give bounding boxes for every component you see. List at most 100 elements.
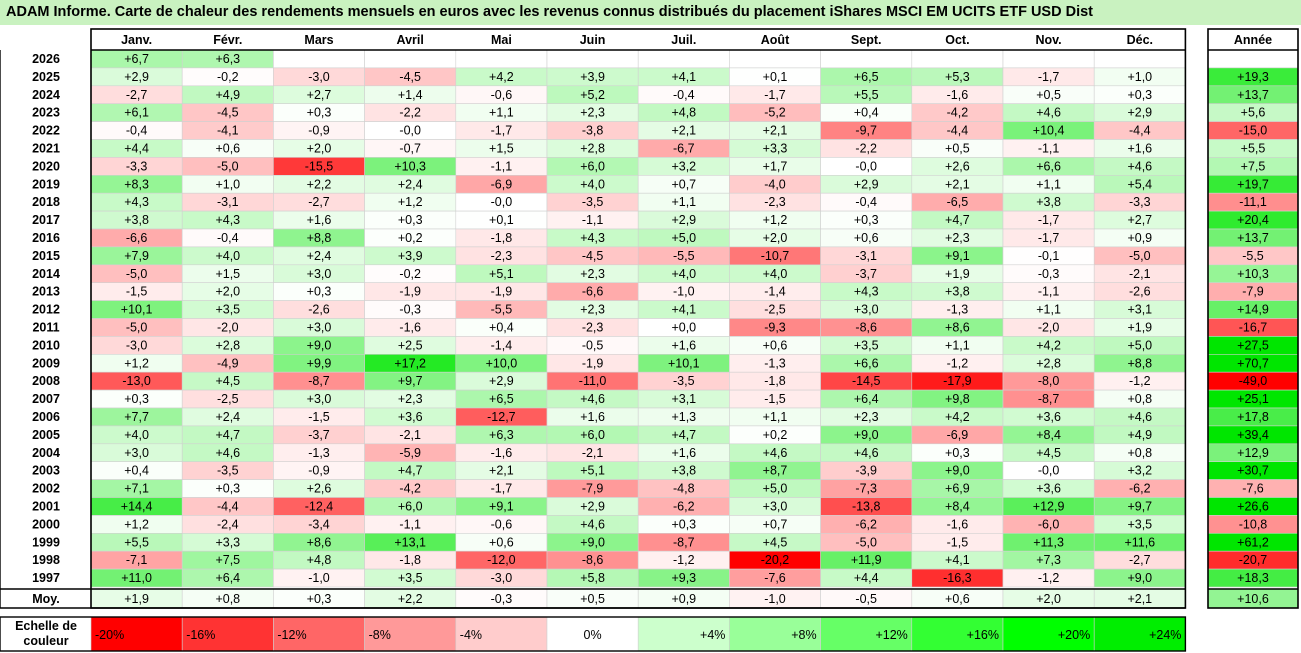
cell-value: -4,2 [947, 106, 969, 120]
scale-label-value: +8% [791, 628, 816, 642]
scale-swatch [546, 616, 639, 652]
scale-border [0, 616, 1187, 652]
cell-value: +11,9 [851, 553, 882, 567]
year-value: +5,6 [1241, 106, 1266, 120]
cell-value: +4,7 [945, 213, 970, 227]
cell-value: -1,3 [947, 303, 969, 317]
cell-value: +3,0 [307, 321, 332, 335]
cell-value: +14,4 [121, 500, 153, 514]
cell-value: +0,6 [763, 338, 788, 352]
year-value: +12,9 [1237, 446, 1269, 460]
cell-value: +3,6 [398, 410, 423, 424]
cell-value: -1,1 [491, 159, 513, 173]
row-label: 2022 [32, 124, 60, 138]
cell-value: +4,6 [580, 392, 605, 406]
cell-value: +9,0 [854, 428, 879, 442]
cell-value: +5,0 [671, 231, 696, 245]
cell-value: -1,7 [1038, 213, 1060, 227]
average-value: -1,0 [764, 592, 786, 606]
cell-value: +6,0 [580, 428, 605, 442]
cell-value: +1,4 [398, 88, 423, 102]
cell-value: +3,0 [763, 500, 788, 514]
cell-value: -4,1 [217, 124, 239, 138]
cell-value: +4,9 [1127, 428, 1152, 442]
cell-value: +8,8 [1127, 356, 1152, 370]
cell-value: -1,2 [673, 553, 695, 567]
cell-value: -4,8 [673, 482, 695, 496]
average-value: -0,3 [491, 592, 513, 606]
cell-value: -0,0 [491, 195, 513, 209]
cell-value: +5,1 [489, 267, 514, 281]
cell-value: -1,1 [1038, 285, 1060, 299]
cell-value: +1,2 [124, 517, 149, 531]
row-label: 2016 [32, 231, 60, 245]
cell-value: -1,5 [947, 535, 969, 549]
cell-value: -2,7 [126, 88, 148, 102]
row-label: 2014 [32, 267, 60, 281]
month-header: Août [761, 33, 790, 47]
month-header: Mars [304, 33, 333, 47]
cell-value: +4,7 [398, 464, 423, 478]
cell-value: +6,6 [1036, 159, 1061, 173]
cell-value: +3,8 [671, 464, 696, 478]
scale-label-value: +12% [875, 628, 907, 642]
cell-value: +2,3 [580, 267, 605, 281]
row-label: 1999 [32, 535, 60, 549]
cell-value: +4,9 [215, 88, 240, 102]
cell-value: +3,5 [215, 303, 240, 317]
cell-value: +6,4 [854, 392, 879, 406]
cell-value: +0,4 [489, 321, 514, 335]
row-label: 2000 [32, 517, 60, 531]
cell-value: -2,5 [764, 303, 786, 317]
row-label: 1997 [32, 571, 60, 585]
cell-value: -1,6 [947, 517, 969, 531]
cell-value: +5,2 [580, 88, 605, 102]
year-value: -15,0 [1239, 124, 1268, 138]
scale-swatch [911, 616, 1004, 652]
cell-value: +3,5 [1127, 517, 1152, 531]
cell-value: +1,5 [215, 267, 240, 281]
cell-value: +2,3 [580, 106, 605, 120]
month-header: Sept. [851, 33, 882, 47]
cell-value: +2,1 [763, 124, 788, 138]
cell-value: +1,9 [1127, 321, 1152, 335]
year-value: +13,7 [1237, 88, 1269, 102]
heatmap-cell [820, 49, 913, 69]
cell-value: +0,2 [398, 231, 423, 245]
cell-value: -11,0 [579, 374, 607, 388]
cell-value: -5,0 [1129, 249, 1151, 263]
cell-value: -1,3 [764, 356, 786, 370]
year-value: -11,1 [1239, 195, 1267, 209]
cell-value: -6,7 [673, 142, 695, 156]
cell-value: +4,0 [580, 177, 605, 191]
cell-value: -1,7 [491, 482, 513, 496]
cell-value: +0,7 [763, 517, 788, 531]
cell-value: +0,4 [124, 464, 149, 478]
cell-value: +1,6 [1127, 142, 1152, 156]
cell-value: +6,5 [854, 70, 879, 84]
month-header: Janv. [121, 33, 152, 47]
cell-value: +9,8 [945, 392, 970, 406]
cell-value: +2,1 [671, 124, 696, 138]
cell-value: -1,1 [582, 213, 604, 227]
cell-value: -1,9 [491, 285, 513, 299]
cell-value: +1,6 [307, 213, 332, 227]
cell-value: +9,1 [489, 500, 514, 514]
cell-value: +2,0 [307, 142, 332, 156]
cell-value: +10,1 [668, 356, 700, 370]
cell-value: +6,6 [854, 356, 879, 370]
cell-value: -2,1 [399, 428, 421, 442]
month-header: Mai [491, 33, 512, 47]
cell-value: +4,0 [215, 249, 240, 263]
cell-value: +2,8 [1036, 356, 1061, 370]
cell-value: +0,3 [307, 106, 332, 120]
cell-value: +2,9 [580, 500, 605, 514]
cell-value: +6,3 [215, 52, 240, 66]
year-value: -49,0 [1239, 374, 1268, 388]
cell-value: -3,4 [308, 517, 330, 531]
year-value: +27,5 [1237, 338, 1269, 352]
cell-value: -2,0 [1038, 321, 1060, 335]
cell-value: -15,5 [305, 159, 334, 173]
average-value: +1,9 [124, 592, 149, 606]
cell-value: -3,0 [126, 338, 148, 352]
